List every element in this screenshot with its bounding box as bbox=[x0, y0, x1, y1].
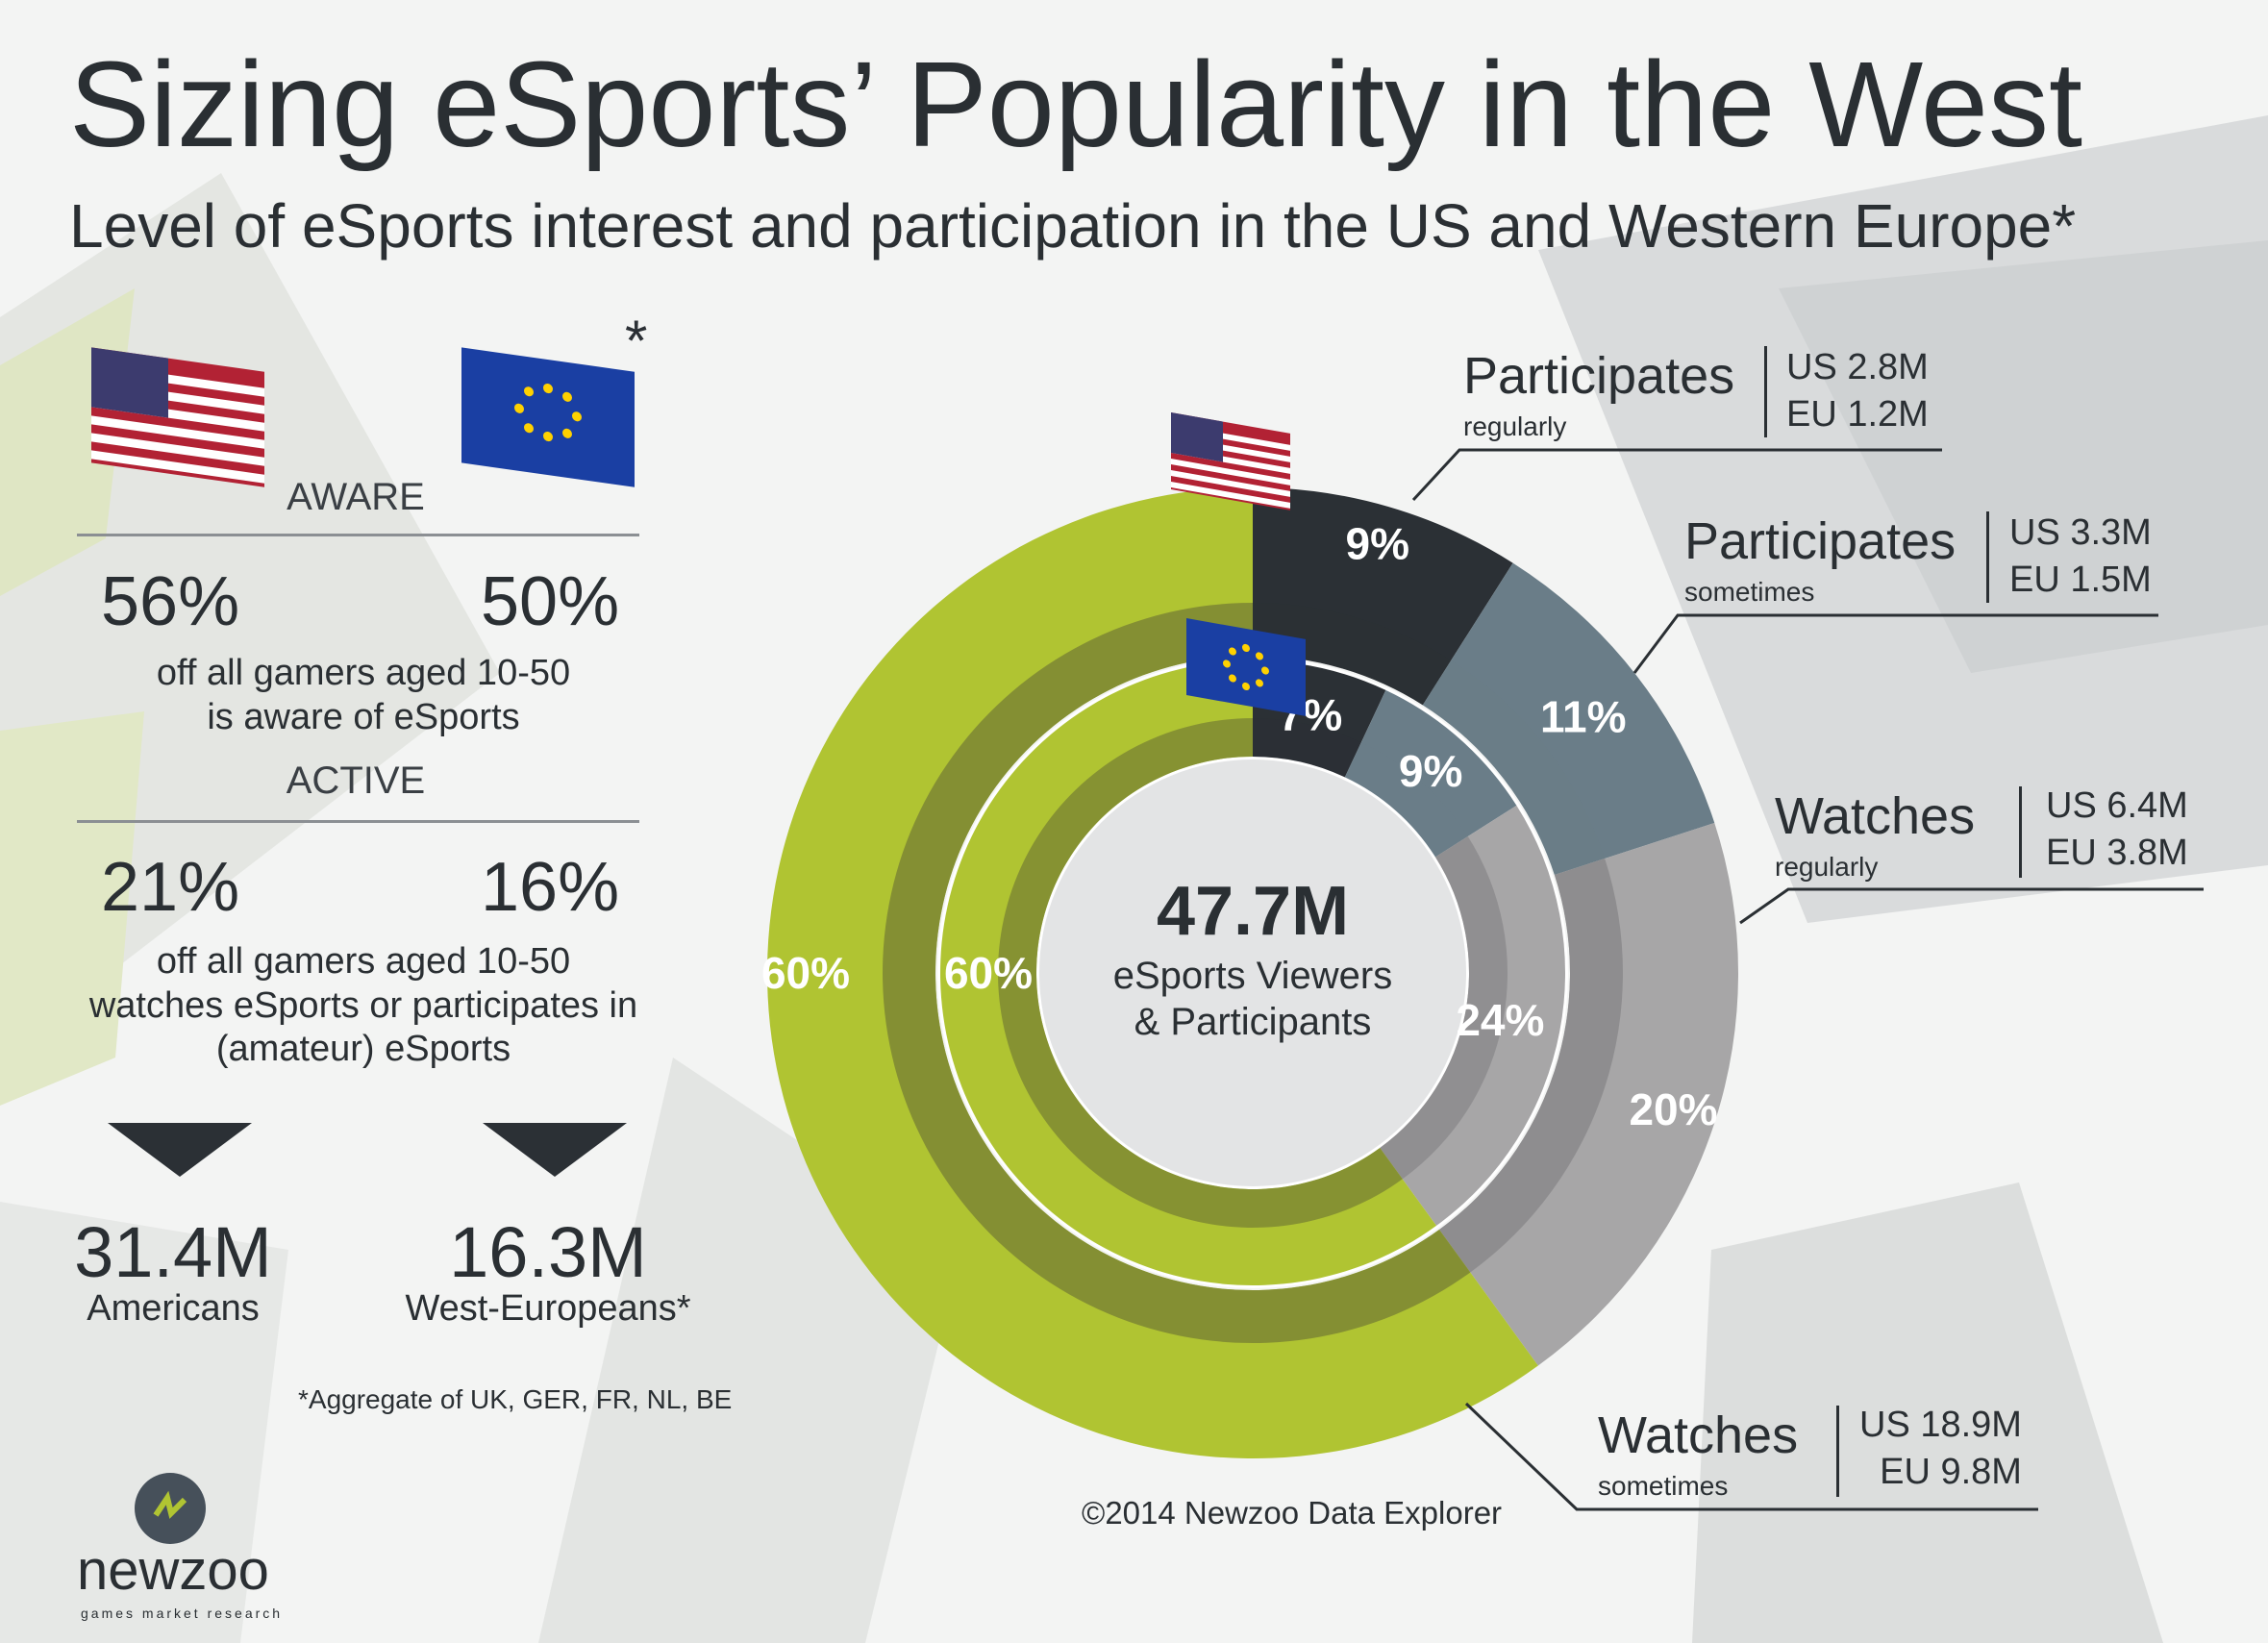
newzoo-logo-icon bbox=[135, 1473, 206, 1544]
callout-divider bbox=[2019, 786, 2022, 878]
callout-us-value: US 2.8M bbox=[1786, 347, 1929, 387]
page-subtitle: Level of eSports interest and participat… bbox=[69, 191, 2077, 261]
eu-label-watches-sometimes: 60% bbox=[944, 948, 1033, 998]
eu-slice-participates-sometimes bbox=[1344, 689, 1517, 858]
us-label-participates-regularly: 9% bbox=[1345, 518, 1408, 568]
eu-total-value: 16.3M bbox=[449, 1212, 647, 1292]
eu-flag-icon bbox=[461, 347, 635, 487]
callout-participates-sometimes-title: Participates bbox=[1684, 512, 1956, 570]
eu-flag-small-icon bbox=[1186, 618, 1306, 716]
active-note-line: watches eSports or participates in bbox=[88, 984, 638, 1026]
eu-slice-band bbox=[1380, 836, 1508, 1180]
callout-participates-sometimes-sub: sometimes bbox=[1684, 577, 1815, 607]
leader-line bbox=[1739, 887, 2204, 925]
us-flag-icon bbox=[91, 347, 264, 487]
eu-slice-band bbox=[1253, 718, 1361, 778]
callout-watches-sometimes-sub: sometimes bbox=[1598, 1471, 1729, 1501]
us-label-participates-sometimes: 11% bbox=[1540, 691, 1627, 741]
footnote: *Aggregate of UK, GER, FR, NL, BE bbox=[298, 1384, 733, 1414]
us-label-watches-sometimes: 60% bbox=[761, 948, 850, 998]
callout-eu-value: EU 9.8M bbox=[1880, 1452, 2022, 1493]
center-disc bbox=[1039, 759, 1466, 1186]
us-down-arrow-icon bbox=[108, 1123, 252, 1177]
page-title: Sizing eSports’ Popularity in the West bbox=[69, 37, 2083, 172]
leader-line bbox=[1411, 448, 1942, 502]
callout-watches-sometimes-title: Watches bbox=[1598, 1407, 1799, 1464]
active-us-pct: 21% bbox=[101, 849, 240, 926]
active-eu-pct: 16% bbox=[481, 849, 620, 926]
aware-note-line: off all gamers aged 10-50 bbox=[156, 653, 571, 693]
callout-eu-value: EU 3.8M bbox=[2046, 833, 2188, 874]
callout-eu-value: EU 1.5M bbox=[2009, 560, 2152, 601]
us-flag-small-icon bbox=[1171, 412, 1290, 510]
leader-line bbox=[1632, 613, 2158, 674]
callout-watches-regularly-sub: regularly bbox=[1775, 852, 1879, 882]
eu-label-participates-sometimes: 9% bbox=[1399, 746, 1462, 796]
us-total-label: Americans bbox=[87, 1288, 260, 1329]
active-note-line: (amateur) eSports bbox=[215, 1029, 511, 1070]
callout-participates-regularly-sub: regularly bbox=[1463, 411, 1567, 441]
us-slice-band bbox=[883, 603, 1471, 1343]
active-heading: ACTIVE bbox=[286, 759, 426, 802]
eu-total-label: West-Europeans* bbox=[405, 1288, 691, 1329]
eu-down-arrow-icon bbox=[483, 1123, 627, 1177]
us-slice-participates-sometimes bbox=[1422, 562, 1715, 876]
eu-label-watches-regularly: 24% bbox=[1456, 995, 1544, 1045]
us-total-value: 31.4M bbox=[74, 1212, 272, 1292]
callout-watches-sometimes-values: US 18.9M EU 9.8M bbox=[1859, 1402, 2022, 1497]
center-label-line-2: & Participants bbox=[1134, 1001, 1372, 1043]
eu-flag-asterisk: * bbox=[625, 309, 648, 373]
us-slice-participates-regularly bbox=[1253, 487, 1513, 706]
us-label-watches-regularly: 20% bbox=[1629, 1084, 1717, 1134]
aware-note-line: is aware of eSports bbox=[207, 696, 520, 737]
callout-divider bbox=[1764, 346, 1767, 437]
aware-heading: AWARE bbox=[287, 476, 425, 518]
us-slice-watches-sometimes bbox=[767, 487, 1538, 1458]
us-slice-band bbox=[1422, 660, 1606, 876]
aware-divider bbox=[77, 534, 639, 536]
callout-us-value: US 3.3M bbox=[2009, 512, 2152, 553]
eu-slice-band bbox=[1344, 742, 1468, 858]
callout-us-value: US 6.4M bbox=[2046, 785, 2188, 826]
eu-slice-band bbox=[997, 718, 1403, 1229]
callout-divider bbox=[1836, 1406, 1839, 1497]
callout-us-value: US 18.9M bbox=[1859, 1405, 2022, 1445]
credit-text: ©2014 Newzoo Data Explorer bbox=[1082, 1495, 1503, 1531]
callout-eu-value: EU 1.2M bbox=[1786, 394, 1929, 436]
aware-note: off all gamers aged 10-50 is aware of eS… bbox=[75, 652, 652, 739]
callout-participates-sometimes-values: US 3.3M EU 1.5M bbox=[2009, 510, 2152, 605]
aware-eu-pct: 50% bbox=[481, 563, 620, 640]
logo-wordmark: newzoo bbox=[77, 1539, 269, 1602]
callout-participates-regularly-title: Participates bbox=[1463, 347, 1735, 405]
active-note-line: off all gamers aged 10-50 bbox=[156, 941, 571, 982]
logo-tagline: games market research bbox=[81, 1606, 284, 1621]
aware-us-pct: 56% bbox=[101, 563, 240, 640]
active-divider bbox=[77, 820, 639, 823]
leader-line bbox=[1464, 1402, 2038, 1511]
callout-divider bbox=[1986, 511, 1989, 603]
us-slice-band bbox=[1253, 603, 1452, 706]
callout-watches-regularly-title: Watches bbox=[1775, 787, 1976, 845]
us-slice-band bbox=[1438, 859, 1623, 1273]
active-note: off all gamers aged 10-50 watches eSport… bbox=[75, 940, 652, 1072]
center-value: 47.7M bbox=[1157, 873, 1349, 950]
center-label-line-1: eSports Viewers bbox=[1113, 955, 1393, 997]
callout-watches-regularly-values: US 6.4M EU 3.8M bbox=[2046, 783, 2188, 878]
callout-participates-regularly-values: US 2.8M EU 1.2M bbox=[1786, 344, 1929, 439]
